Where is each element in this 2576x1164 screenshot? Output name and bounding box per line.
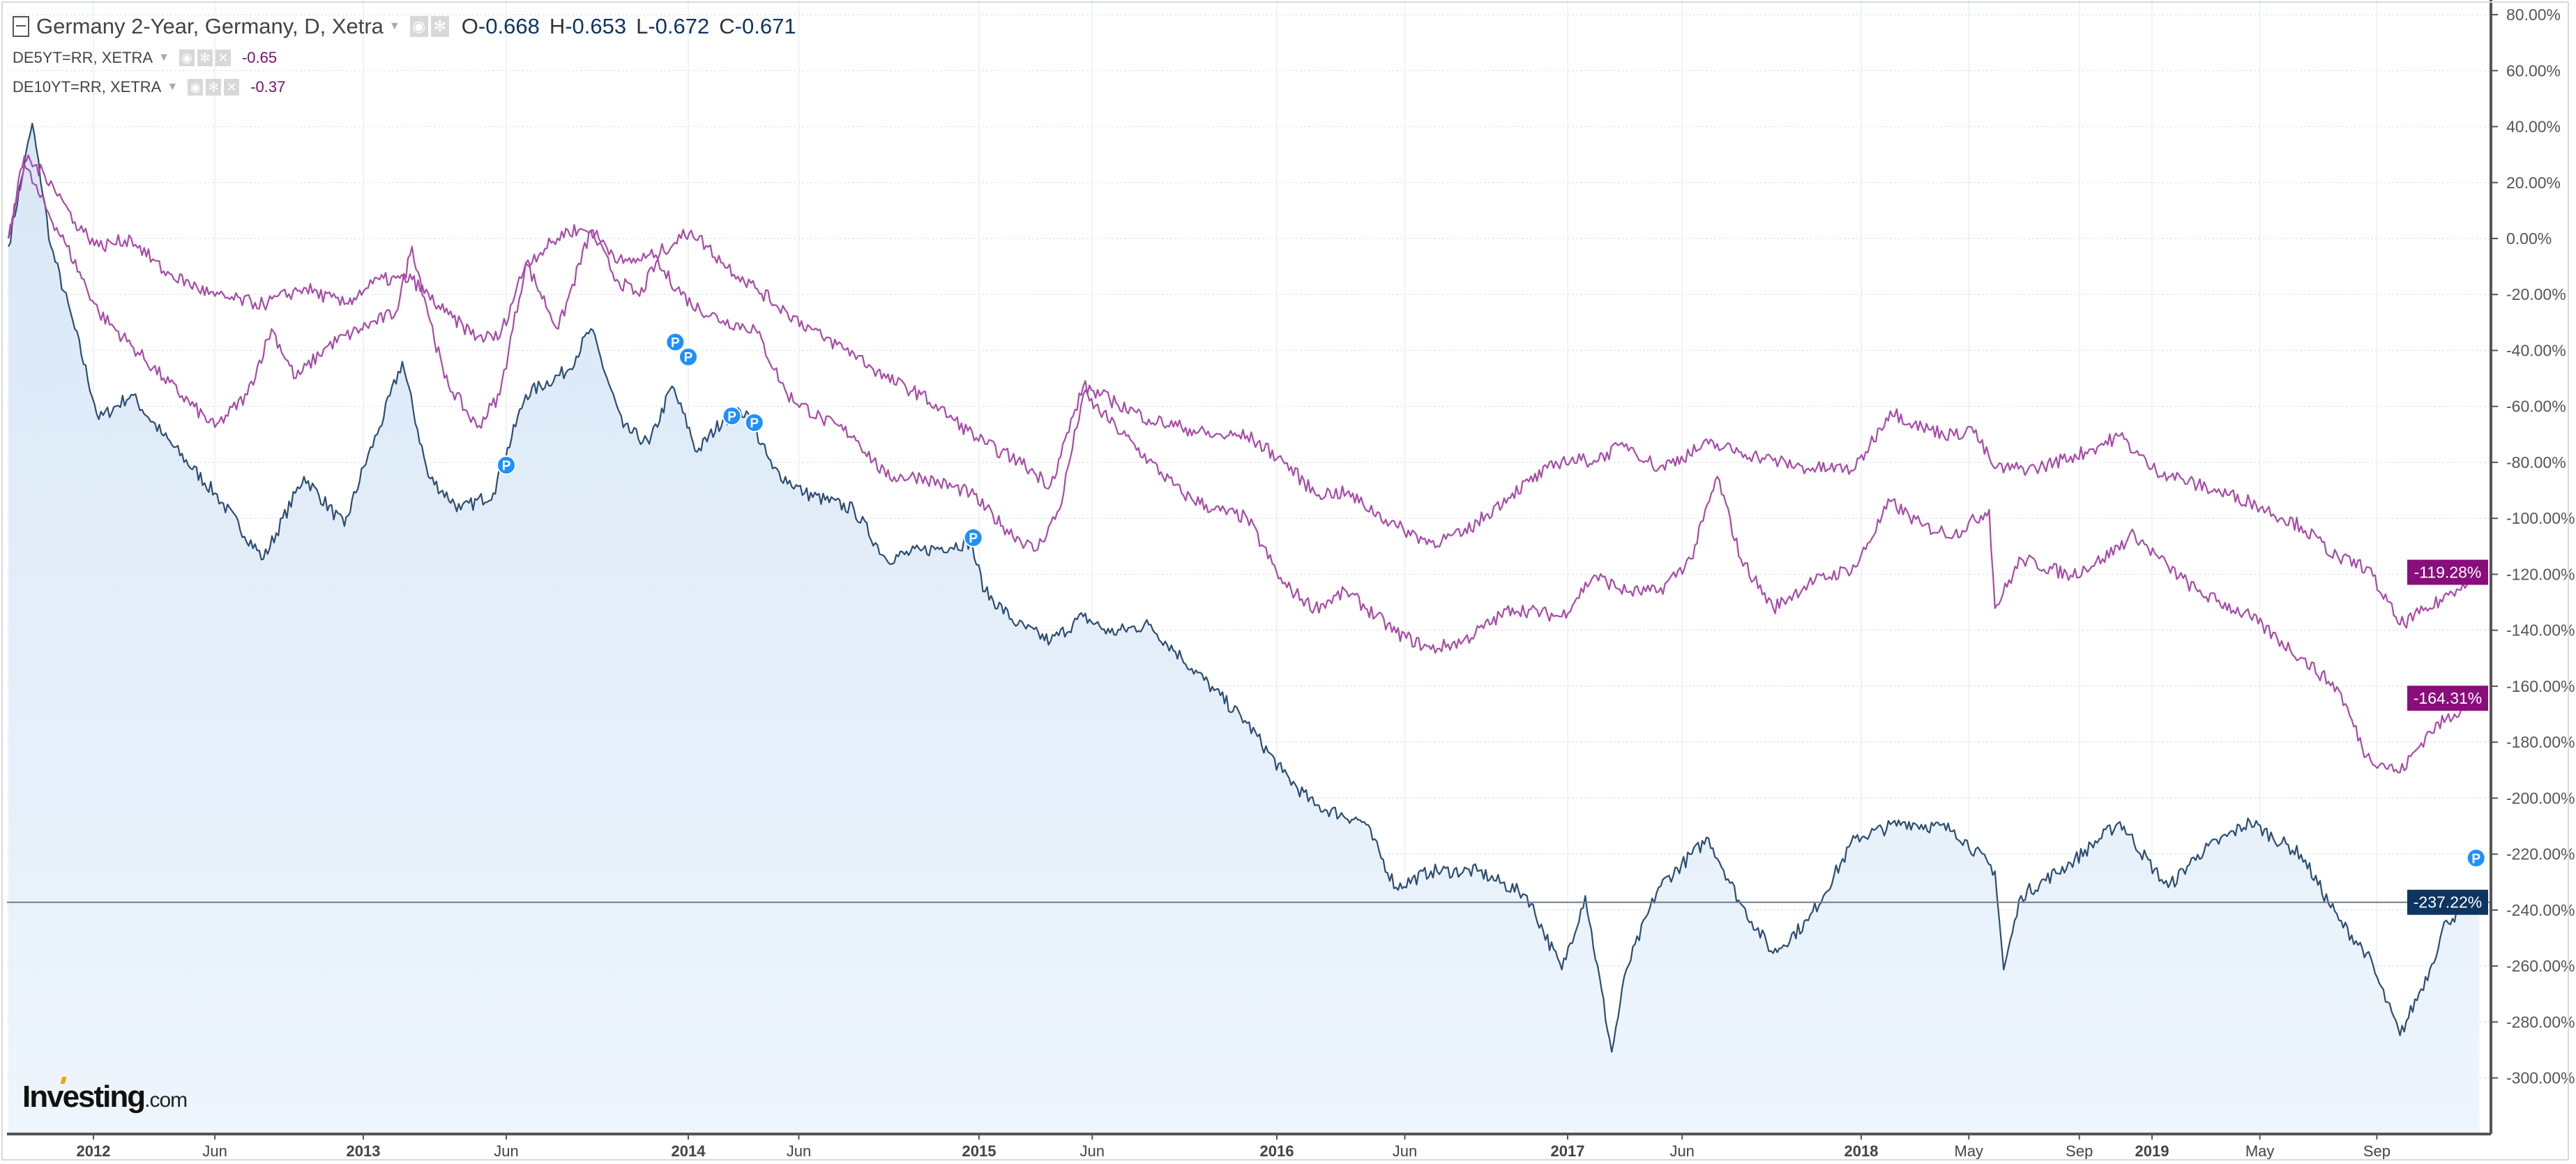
x-tick-label: 2018: [1844, 1142, 1879, 1160]
last-value-label: -119.28%: [2414, 564, 2482, 582]
series-area-de2y: [8, 123, 2480, 1135]
y-tick-label: -40.00%: [2506, 341, 2566, 359]
settings-gear-icon[interactable]: ✻: [430, 16, 449, 37]
y-tick-label: -160.00%: [2506, 677, 2575, 695]
x-tick-label: 2012: [77, 1142, 111, 1160]
visibility-icon[interactable]: ◉: [409, 16, 428, 37]
y-tick-label: -80.00%: [2506, 453, 2566, 471]
y-tick-label: -60.00%: [2506, 398, 2566, 416]
last-value-badge: [2407, 559, 2488, 585]
event-marker-label: P: [502, 459, 511, 474]
event-marker: [722, 406, 742, 426]
ohlc-open: O-0.668: [461, 14, 540, 38]
event-marker-label: P: [750, 416, 759, 431]
settings-gear-icon[interactable]: ✻: [206, 79, 222, 96]
overlay-legend-de5y: DE5YT=RR, XETRA ▼ ◉ ✻ ✕ -0.65: [13, 49, 277, 67]
x-tick-label: Jun: [202, 1142, 227, 1160]
y-tick-label: 80.00%: [2506, 6, 2561, 24]
y-tick-label: 40.00%: [2506, 118, 2561, 136]
last-value-badge: [2407, 889, 2488, 915]
y-tick-label: -200.00%: [2506, 789, 2575, 807]
y-tick-label: -120.00%: [2506, 565, 2575, 583]
x-tick-label: Sep: [2066, 1142, 2093, 1160]
x-tick-label: Jun: [787, 1142, 811, 1160]
overlay-legend-de10y: DE10YT=RR, XETRA ▼ ◉ ✻ ✕ -0.37: [13, 78, 285, 96]
y-tick-label: -280.00%: [2506, 1013, 2575, 1031]
y-tick-label: -260.00%: [2506, 957, 2575, 975]
event-marker: [679, 347, 698, 367]
x-tick-label: 2017: [1551, 1142, 1585, 1160]
series-line-de2y: [8, 123, 2480, 1053]
overlay-name[interactable]: DE10YT=RR, XETRA: [13, 78, 162, 96]
main-series-title[interactable]: Germany 2-Year, Germany, D, Xetra: [36, 14, 384, 38]
remove-close-icon[interactable]: ✕: [224, 79, 240, 96]
visibility-icon[interactable]: ◉: [179, 50, 195, 66]
x-tick-label: Jun: [494, 1142, 518, 1160]
ohlc-low: L-0.672: [636, 14, 710, 38]
last-value-label: -237.22%: [2414, 893, 2482, 912]
area-fill-layer: [8, 123, 2480, 1135]
x-tick-label: 2016: [1260, 1142, 1294, 1160]
event-marker-label: P: [671, 335, 680, 350]
y-tick-label: -240.00%: [2506, 901, 2575, 919]
x-tick-label: 2019: [2135, 1142, 2169, 1160]
x-tick-label: Jun: [1393, 1142, 1417, 1160]
y-tick-label: -180.00%: [2506, 733, 2575, 751]
y-tick-label: -220.00%: [2506, 845, 2575, 863]
series-line-de10y: [7, 154, 2480, 629]
series-line-de5y: [7, 164, 2480, 773]
x-tick-label: Jun: [1080, 1142, 1105, 1160]
series-lines: [7, 123, 2491, 1053]
event-marker-label: P: [727, 409, 736, 424]
y-tick-label: -300.00%: [2506, 1069, 2575, 1087]
x-tick-label: 2015: [962, 1142, 997, 1160]
event-marker-label: P: [684, 351, 693, 365]
last-value-label: -164.31%: [2414, 689, 2482, 707]
remove-close-icon[interactable]: ✕: [215, 50, 231, 66]
y-tick-label: 0.00%: [2506, 229, 2552, 248]
x-tick-label: Sep: [2363, 1142, 2391, 1160]
visibility-icon[interactable]: ◉: [188, 79, 204, 96]
collapse-legend-button[interactable]: [13, 16, 29, 37]
overlay-name[interactable]: DE5YT=RR, XETRA: [13, 49, 153, 66]
event-marker: [963, 527, 983, 547]
event-marker: [665, 332, 685, 352]
x-tick-label: Jun: [1669, 1142, 1694, 1160]
y-tick-label: -20.00%: [2506, 285, 2566, 303]
dropdown-arrow-icon[interactable]: ▼: [388, 20, 400, 32]
settings-gear-icon[interactable]: ✻: [197, 50, 213, 66]
ohlc-high: H-0.653: [549, 14, 627, 38]
event-marker: [497, 455, 517, 475]
y-tick-label: -100.00%: [2506, 509, 2575, 527]
dropdown-arrow-icon[interactable]: ▼: [167, 81, 179, 93]
investing-logo: Investing.com: [22, 1077, 188, 1114]
last-value-badge: [2407, 686, 2488, 711]
y-tick-label: 20.00%: [2506, 174, 2561, 192]
event-marker: [2466, 848, 2486, 868]
event-marker-label: P: [2471, 852, 2480, 866]
overlay-value: -0.37: [250, 78, 286, 96]
x-tick-label: 2014: [672, 1142, 706, 1160]
overlay-value: -0.65: [241, 49, 278, 66]
y-tick-label: -140.00%: [2506, 621, 2575, 640]
event-marker-label: P: [969, 531, 978, 546]
x-tick-label: May: [2245, 1142, 2275, 1160]
x-tick-label: 2013: [347, 1142, 381, 1160]
y-tick-label: 60.00%: [2506, 61, 2561, 80]
event-marker: [744, 412, 764, 432]
main-legend: Germany 2-Year, Germany, D, Xetra ▼ ◉ ✻ …: [13, 14, 796, 39]
dropdown-arrow-icon[interactable]: ▼: [158, 52, 169, 63]
x-tick-label: May: [1955, 1142, 1984, 1160]
ohlc-close: C-0.671: [719, 14, 796, 38]
